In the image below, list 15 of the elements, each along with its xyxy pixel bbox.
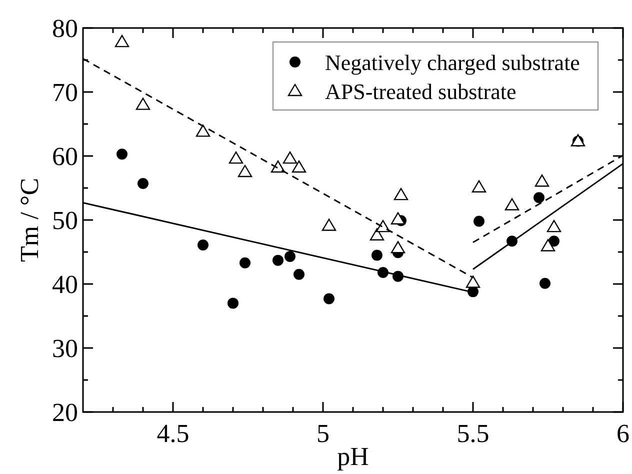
x-tick-label: 5.5: [456, 419, 490, 448]
legend-label: APS-treated substrate: [325, 79, 516, 104]
y-tick-label: 50: [52, 206, 78, 235]
x-tick-label: 6: [616, 419, 630, 448]
y-tick-label: 80: [52, 14, 78, 43]
y-tick-label: 60: [52, 142, 78, 171]
y-tick-label: 20: [52, 398, 78, 427]
y-tick-label: 30: [52, 334, 78, 363]
x-axis-title: pH: [337, 442, 370, 471]
y-tick-label: 70: [52, 78, 78, 107]
x-tick-label: 4.5: [156, 419, 190, 448]
legend-label: Negatively charged substrate: [325, 50, 580, 75]
y-axis-title: Tm / °C: [15, 178, 44, 262]
x-tick-label: 5: [316, 419, 330, 448]
y-tick-label: 40: [52, 270, 78, 299]
